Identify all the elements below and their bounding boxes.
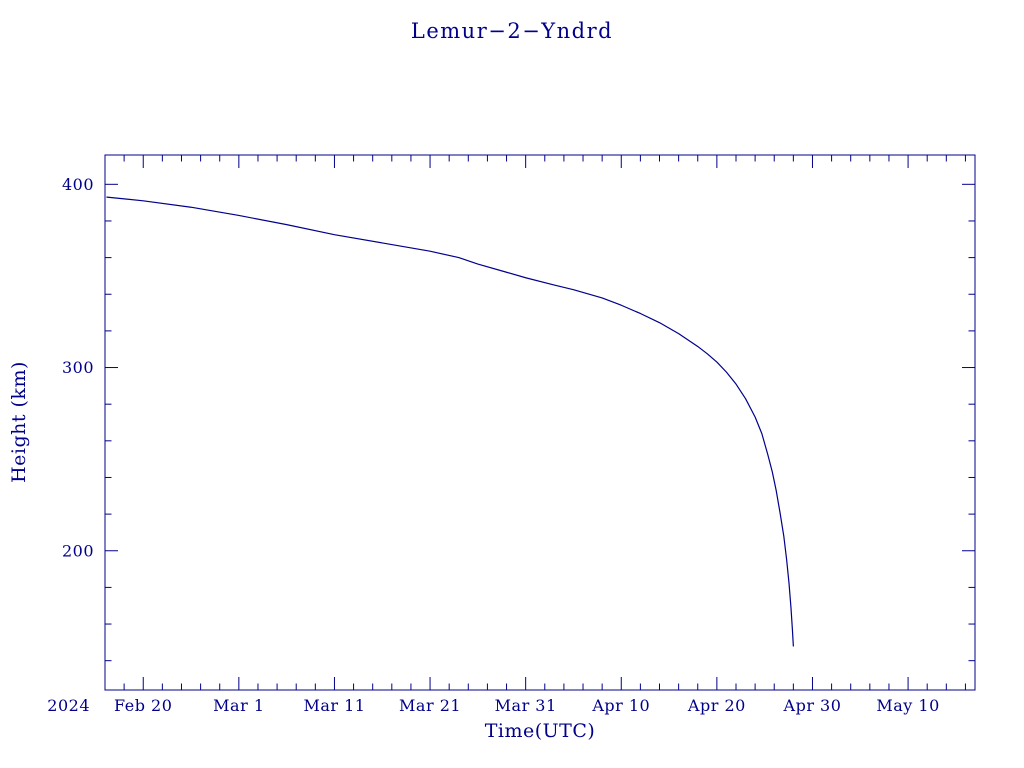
x-tick-label: Feb 20 xyxy=(114,696,172,715)
y-tick-label: 300 xyxy=(62,358,94,377)
height-line xyxy=(106,196,794,647)
x-tick-label: Mar 1 xyxy=(213,696,264,715)
axis-tick-labels: Feb 20 Mar 1 Mar 11 Mar 21 Mar 31 Apr 10 Apr 2… xyxy=(47,175,939,715)
x-tick-label: Apr 10 xyxy=(591,696,650,715)
x-tick-label: Mar 21 xyxy=(399,696,461,715)
plot-frame xyxy=(104,154,976,691)
x-axis-label: Time(UTC) xyxy=(485,720,596,742)
axis-ticks xyxy=(105,155,975,690)
x-tick-label: Apr 30 xyxy=(783,696,842,715)
chart-title: Lemur−2−Yndrd xyxy=(411,19,613,43)
x-tick-label: Apr 20 xyxy=(687,696,746,715)
y-tick-label: 200 xyxy=(62,541,94,560)
x-tick-label: May 10 xyxy=(876,696,939,715)
plot-box xyxy=(104,154,976,691)
height-curve xyxy=(106,196,794,647)
y-axis-label: Height (km) xyxy=(8,361,30,483)
x-tick-label: Mar 31 xyxy=(495,696,557,715)
y-tick-label: 400 xyxy=(62,175,94,194)
x-tick-label: Mar 11 xyxy=(303,696,365,715)
year-label: 2024 xyxy=(47,696,90,715)
